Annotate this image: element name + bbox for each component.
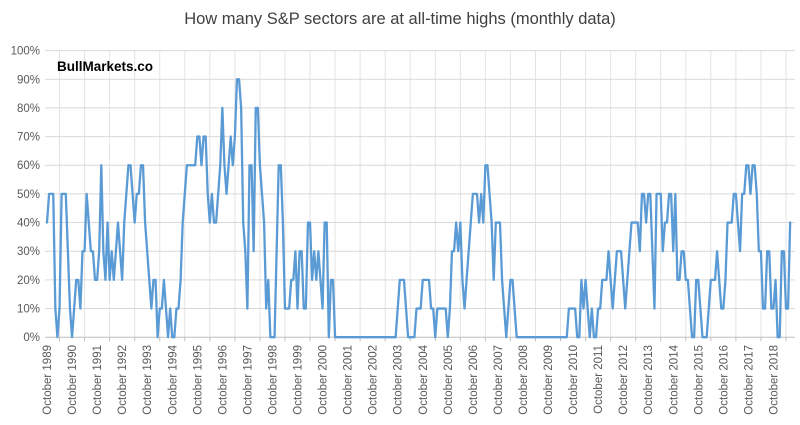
y-axis-label: 80% [17,103,40,115]
x-axis-label: October 2016 [718,345,730,415]
x-axis-label: October 2001 [343,345,355,415]
x-axis-label: October 1993 [142,345,154,415]
series-line [45,78,792,339]
x-axis-label: October 2012 [618,345,630,415]
x-axis-labels: October 1989 October 1990 October 1991 Octo… [42,344,780,414]
x-axis-label: October 2000 [318,345,330,415]
x-axis-label: October 1989 [42,345,54,415]
x-axis-label: October 1997 [242,345,254,415]
x-axis-label: October 2004 [418,344,430,414]
y-axis-label: 10% [17,304,40,316]
y-axis-label: 90% [17,74,40,86]
x-axis-label: October 2017 [743,345,755,415]
x-axis-label: October 1995 [192,345,204,415]
x-axis-label: October 1992 [117,345,129,415]
horizontal-gridlines [45,50,795,338]
x-axis-label: October 2018 [768,345,780,415]
chart-title: How many S&P sectors are at all-time hig… [184,10,616,28]
x-axis-label: October 2011 [593,345,605,414]
y-axis-label: 40% [17,218,40,230]
x-axis-label: October 1990 [67,345,79,415]
x-axis-label: October 2010 [568,345,580,415]
x-axis-label: October 2008 [518,345,530,415]
x-axis-label: October 2007 [493,345,505,415]
y-axis-label: 50% [17,189,40,201]
y-axis-label: 60% [17,160,40,172]
x-axis-label: October 1999 [293,345,305,415]
x-axis-label: October 1998 [267,345,279,415]
x-axis-label: October 2003 [393,345,405,415]
x-axis-label: October 2014 [668,344,680,414]
x-axis-label: October 2015 [693,345,705,415]
x-axis-label: October 2006 [468,345,480,415]
y-axis-label: 30% [17,246,40,258]
y-axis-labels: 0% 10% 20% 30% 40% 50% 60% 70% 80% 90% 100% [11,46,40,345]
x-axis-label: October 1994 [167,344,179,414]
y-axis-label: 0% [23,332,40,344]
watermark: BullMarkets.co [57,59,153,74]
x-axis-label: October 1996 [217,345,229,415]
y-axis-label: 20% [17,275,40,287]
x-axis-label: October 1991 [92,345,104,415]
x-axis-label: October 2005 [443,345,455,415]
y-axis-label: 70% [17,132,40,144]
x-axis-label: October 2002 [368,345,380,415]
y-axis-label: 100% [11,46,40,58]
x-axis-label: October 2013 [643,345,655,415]
x-axis-label: October 2009 [543,345,555,415]
